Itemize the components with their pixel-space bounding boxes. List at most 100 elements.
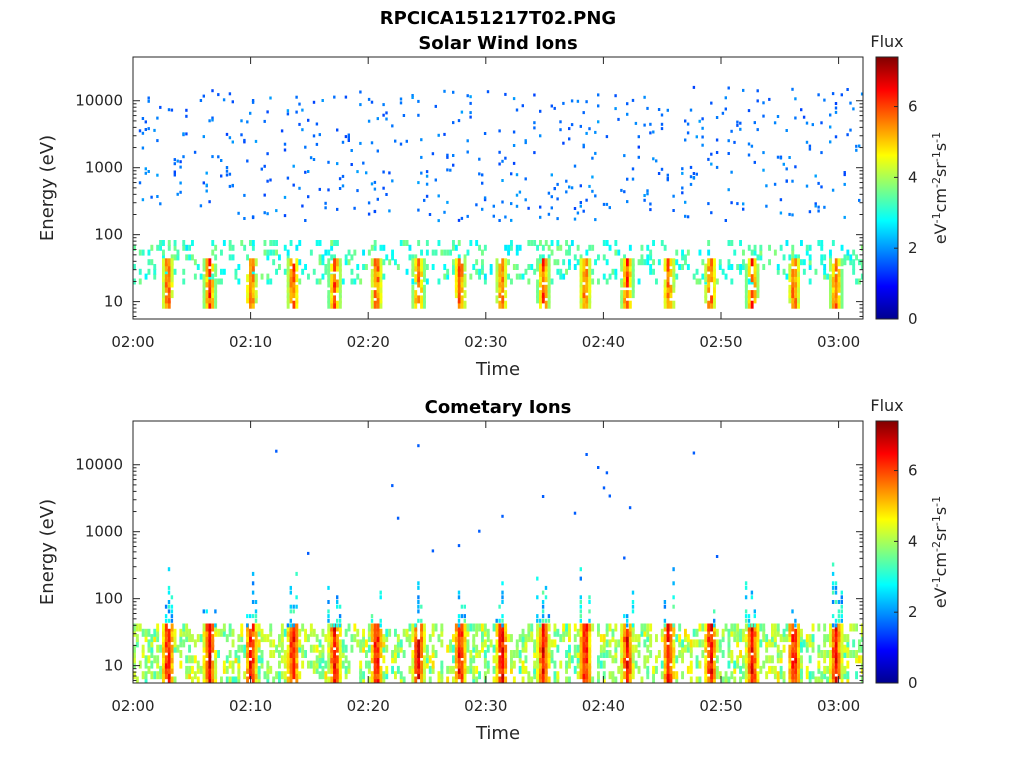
heatmap-cell — [849, 650, 853, 658]
heatmap-cell — [309, 628, 313, 637]
heatmap-cell — [739, 268, 742, 275]
heatmap-cell — [855, 278, 858, 285]
heatmap-cell — [156, 660, 160, 669]
heatmap-cell — [483, 278, 487, 285]
heatmap-cell — [420, 644, 423, 653]
heatmap-cell — [602, 634, 606, 643]
heatmap-cell — [164, 671, 168, 680]
heatmap-cell — [246, 274, 249, 283]
heatmap-cell — [501, 650, 505, 658]
heatmap-cell — [454, 639, 458, 648]
heatmap-cell — [713, 263, 716, 272]
heatmap-cell — [434, 650, 438, 658]
heatmap-cell — [655, 634, 658, 643]
heatmap-cell — [788, 660, 792, 669]
heatmap-cell — [730, 240, 734, 246]
heatmap-cell — [266, 110, 269, 114]
heatmap-cell — [713, 268, 716, 277]
heatmap-cell — [684, 200, 687, 204]
heatmap-cell — [692, 451, 696, 455]
heatmap-cell — [359, 665, 363, 674]
heatmap-cell — [251, 244, 255, 251]
heatmap-cell — [202, 284, 206, 293]
heatmap-cell — [301, 204, 304, 208]
heatmap-cell — [773, 182, 777, 186]
heatmap-cell — [336, 263, 339, 272]
heatmap-cell — [463, 644, 467, 653]
heatmap-cell — [512, 161, 516, 165]
heatmap-cell — [423, 639, 426, 648]
heatmap-cell — [266, 254, 270, 261]
heatmap-cell — [205, 639, 209, 648]
heatmap-cell — [536, 595, 539, 600]
heatmap-cell — [539, 205, 542, 209]
heatmap-cell — [852, 259, 856, 266]
heatmap-cell — [315, 634, 319, 643]
heatmap-cell — [170, 604, 174, 609]
heatmap-cell — [681, 186, 684, 190]
heatmap-cell — [237, 278, 241, 285]
heatmap-cell — [782, 644, 786, 653]
heatmap-cell — [704, 665, 708, 674]
heatmap-cell — [156, 628, 160, 637]
heatmap-cell — [510, 278, 513, 285]
heatmap-cell — [182, 623, 186, 632]
heatmap-cell — [750, 274, 754, 283]
heatmap-cell — [646, 623, 650, 632]
heatmap-cell — [208, 676, 212, 683]
heatmap-cell — [454, 628, 458, 637]
heatmap-cell — [753, 244, 757, 251]
heatmap-cell — [376, 644, 380, 653]
heatmap-cell — [304, 634, 307, 643]
heatmap-cell — [840, 274, 844, 283]
heatmap-cell — [254, 623, 258, 632]
heatmap-cell — [547, 274, 551, 283]
y-tick-label: 1000 — [85, 523, 123, 541]
heatmap-cell — [686, 249, 690, 256]
heatmap-cell — [614, 94, 617, 98]
heatmap-cell — [478, 244, 481, 251]
heatmap-cell — [225, 665, 229, 674]
heatmap-cell — [715, 151, 719, 154]
heatmap-cell — [579, 671, 583, 680]
heatmap-cell — [446, 644, 450, 653]
heatmap-cell — [637, 650, 641, 658]
heatmap-cell — [333, 95, 336, 99]
heatmap-cell — [623, 623, 626, 632]
heatmap-cell — [646, 634, 650, 643]
heatmap-cell — [817, 660, 821, 669]
heatmap-cell — [347, 136, 350, 140]
heatmap-cell — [753, 655, 757, 664]
heatmap-cell — [739, 264, 742, 270]
heatmap-cell — [211, 634, 215, 643]
heatmap-cell — [533, 268, 537, 275]
heatmap-cell — [170, 634, 174, 643]
heatmap-cell — [701, 623, 705, 632]
heatmap-cell — [570, 655, 574, 664]
heatmap-cell — [643, 639, 647, 648]
heatmap-cell — [660, 628, 664, 637]
heatmap-cell — [249, 258, 252, 267]
heatmap-cell — [547, 655, 551, 664]
heatmap-cell — [324, 249, 328, 256]
heatmap-cell — [283, 660, 287, 669]
heatmap-cell — [718, 639, 722, 648]
heatmap-cell — [144, 660, 148, 669]
heatmap-cell — [481, 181, 484, 185]
heatmap-cell — [518, 650, 522, 658]
heatmap-cell — [286, 279, 290, 288]
heatmap-cell — [559, 120, 562, 124]
heatmap-cell — [582, 263, 586, 272]
heatmap-cell — [249, 650, 252, 658]
heatmap-cell — [353, 249, 357, 256]
heatmap-cell — [495, 623, 499, 632]
heatmap-cell — [663, 634, 667, 643]
heatmap-cell — [275, 644, 278, 653]
heatmap-cell — [362, 161, 365, 165]
heatmap-cell — [417, 279, 421, 288]
heatmap-cell — [585, 665, 589, 674]
heatmap-cell — [727, 639, 731, 648]
heatmap-cell — [840, 676, 844, 683]
heatmap-cell — [341, 650, 345, 658]
heatmap-cell — [794, 671, 798, 680]
